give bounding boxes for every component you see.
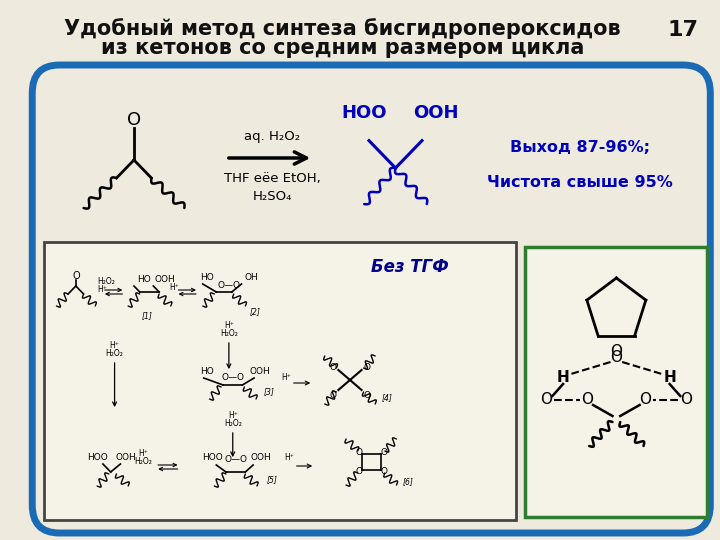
Text: OOH: OOH xyxy=(251,453,271,462)
Text: H₂O₂: H₂O₂ xyxy=(224,418,242,428)
Text: из кетонов со средним размером цикла: из кетонов со средним размером цикла xyxy=(101,38,584,58)
Text: H⁺: H⁺ xyxy=(228,410,238,420)
Text: O: O xyxy=(364,390,371,400)
Text: [2]: [2] xyxy=(250,307,261,316)
Text: O: O xyxy=(680,393,692,408)
Text: Без ТГФ: Без ТГФ xyxy=(371,258,449,276)
Text: [5]: [5] xyxy=(267,476,278,484)
Text: O: O xyxy=(329,390,336,400)
Text: HOO: HOO xyxy=(87,453,107,462)
Text: H: H xyxy=(663,370,676,386)
Text: H⁺: H⁺ xyxy=(97,285,107,294)
Text: HO: HO xyxy=(199,368,214,376)
Text: OH: OH xyxy=(244,273,258,282)
FancyBboxPatch shape xyxy=(526,247,708,517)
Text: H⁺: H⁺ xyxy=(109,341,120,349)
Text: [1]: [1] xyxy=(142,312,153,321)
Text: HOO: HOO xyxy=(342,104,387,122)
Text: H₂O₂: H₂O₂ xyxy=(106,348,124,357)
Text: H⁺: H⁺ xyxy=(139,449,148,458)
Text: O: O xyxy=(380,448,387,457)
Text: OOH: OOH xyxy=(116,453,137,462)
Text: O: O xyxy=(356,448,362,457)
Text: H⁺: H⁺ xyxy=(224,321,234,329)
Text: O: O xyxy=(356,468,362,476)
Text: O: O xyxy=(72,271,80,281)
Text: H⁺: H⁺ xyxy=(168,282,179,292)
Text: O—O: O—O xyxy=(221,373,244,381)
Text: O: O xyxy=(127,111,141,129)
Text: O: O xyxy=(541,393,553,408)
Text: O: O xyxy=(329,363,336,373)
Text: H⁺: H⁺ xyxy=(282,373,291,381)
Text: Чистота свыше 95%: Чистота свыше 95% xyxy=(487,175,672,190)
Text: HOO: HOO xyxy=(202,453,222,462)
FancyBboxPatch shape xyxy=(32,65,711,533)
Text: O: O xyxy=(611,350,622,366)
Text: OOH: OOH xyxy=(413,104,459,122)
Text: Удобный метод синтеза бисгидропероксидов: Удобный метод синтеза бисгидропероксидов xyxy=(64,18,621,39)
Text: H₂O₂: H₂O₂ xyxy=(135,456,153,465)
Text: [4]: [4] xyxy=(382,394,392,402)
Text: OOH: OOH xyxy=(250,368,270,376)
Text: Выход 87-96%;: Выход 87-96%; xyxy=(510,140,649,155)
Text: H: H xyxy=(557,370,570,386)
Text: O: O xyxy=(581,393,593,408)
FancyBboxPatch shape xyxy=(44,242,516,520)
Text: OOH: OOH xyxy=(155,275,176,285)
Text: H₂O₂: H₂O₂ xyxy=(220,328,238,338)
Text: O—O: O—O xyxy=(224,456,247,464)
Text: aq. H₂O₂: aq. H₂O₂ xyxy=(244,130,300,143)
Text: O: O xyxy=(364,363,371,373)
Text: THF еёе EtOH,: THF еёе EtOH, xyxy=(224,172,321,185)
Text: O: O xyxy=(639,393,652,408)
Text: H₂SO₄: H₂SO₄ xyxy=(253,190,292,203)
Text: HO: HO xyxy=(137,275,150,285)
Text: [6]: [6] xyxy=(402,477,413,487)
Text: 17: 17 xyxy=(667,20,698,40)
Text: HO: HO xyxy=(199,273,214,282)
Text: O: O xyxy=(380,468,387,476)
Text: H⁺: H⁺ xyxy=(284,453,294,462)
Text: O—O: O—O xyxy=(217,280,240,289)
Text: O: O xyxy=(611,344,622,359)
Text: H₂O₂: H₂O₂ xyxy=(97,278,115,287)
Text: [3]: [3] xyxy=(264,388,275,396)
